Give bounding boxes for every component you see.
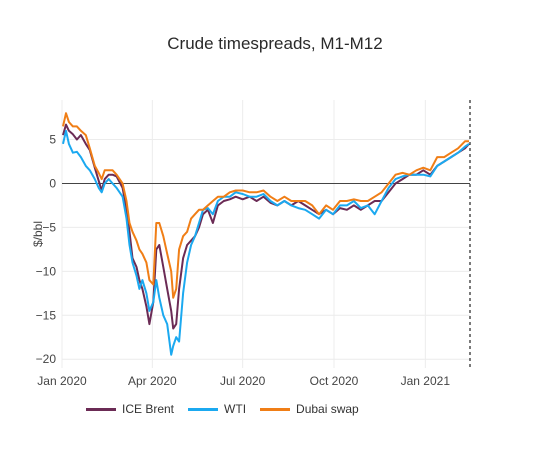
x-tick-label: Jan 2021	[401, 374, 451, 388]
legend-item[interactable]: WTI	[188, 402, 246, 416]
y-tick-label: 0	[49, 176, 56, 190]
legend-item[interactable]: Dubai swap	[260, 402, 359, 416]
legend-label: WTI	[224, 402, 247, 416]
y-axis-label: $/bbl	[31, 221, 45, 247]
legend-item[interactable]: ICE Brent	[86, 402, 174, 416]
series-line-wti	[62, 129, 470, 356]
legend-swatch	[86, 407, 116, 411]
chart-title: Crude timespreads, M1-M12	[167, 34, 383, 53]
legend-label: ICE Brent	[122, 402, 175, 416]
y-tick-label: −20	[36, 352, 57, 366]
series-line-dubai-swap	[62, 112, 469, 299]
y-tick-label: 5	[49, 133, 56, 147]
tick-layer: −20 −15 −10 −5 0 5 Jan 2020 Apr 2020 Jul 2020 Oct…	[36, 133, 451, 388]
legend-swatch	[188, 407, 219, 411]
series-line-ice-brent	[62, 123, 470, 330]
legend: ICE Brent WTI Dubai swap	[86, 402, 359, 416]
x-tick-label: Jan 2020	[37, 374, 87, 388]
x-tick-label: Oct 2020	[310, 374, 359, 388]
y-tick-label: −15	[36, 308, 57, 322]
legend-label: Dubai swap	[296, 402, 359, 416]
legend-swatch	[260, 407, 291, 411]
x-tick-label: Jul 2020	[220, 374, 266, 388]
x-tick-label: Apr 2020	[128, 374, 177, 388]
y-tick-label: −10	[36, 264, 57, 278]
grid-layer	[61, 100, 470, 368]
y-tick-label: −5	[42, 220, 56, 234]
series-layer	[62, 112, 470, 356]
